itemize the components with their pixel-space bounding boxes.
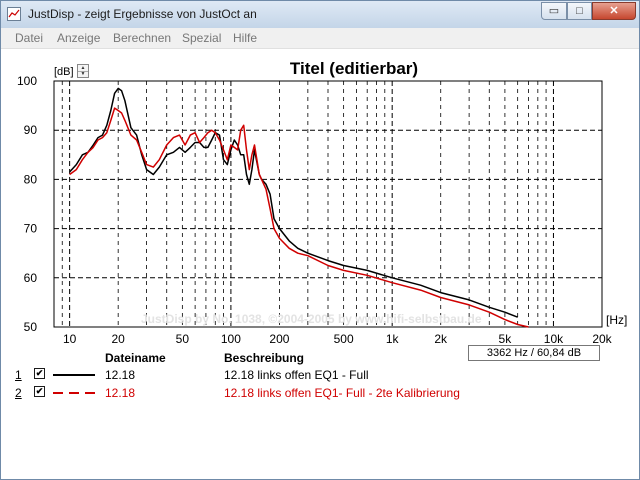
series-line-1[interactable]: [69, 87, 518, 318]
legend-row: 2 ✔ 12.18 12.18 links offen EQ1- Full - …: [1, 386, 640, 402]
legend-row-index[interactable]: 2: [15, 386, 22, 400]
frequency-response-chart[interactable]: Titel (editierbar) [dB] [Hz] JustDisp by…: [1, 49, 640, 349]
legend-filename: 12.18: [105, 386, 136, 400]
x-tick-label: 2k: [434, 332, 448, 346]
x-axis-unit-label: [Hz]: [606, 313, 627, 327]
window-title: JustDisp - zeigt Ergebnisse von JustOct …: [28, 7, 257, 21]
minimize-button[interactable]: ▭: [541, 2, 567, 20]
legend-row-index[interactable]: 1: [15, 368, 22, 382]
title-bar[interactable]: JustDisp - zeigt Ergebnisse von JustOct …: [1, 1, 639, 28]
series-visible-checkbox[interactable]: ✔: [34, 368, 45, 379]
x-tick-label: 20k: [592, 332, 612, 346]
line-style-sample[interactable]: [53, 368, 97, 380]
spinner-up-icon[interactable]: ▲: [78, 65, 88, 72]
app-chart-icon[interactable]: [7, 7, 21, 21]
y-tick-label: 70: [24, 222, 38, 236]
x-tick-label: 10k: [544, 332, 564, 346]
x-tick-label: 500: [334, 332, 354, 346]
x-tick-label: 20: [111, 332, 125, 346]
minimize-icon: ▭: [548, 5, 560, 17]
menu-anzeige[interactable]: Anzeige: [57, 31, 101, 45]
series-visible-checkbox[interactable]: ✔: [34, 386, 45, 397]
menu-berechnen[interactable]: Berechnen: [113, 31, 172, 45]
spinner-down-icon[interactable]: ▼: [80, 71, 86, 77]
y-tick-label: 80: [24, 172, 38, 186]
menu-hilfe[interactable]: Hilfe: [233, 31, 258, 45]
x-tick-label: 50: [176, 332, 190, 346]
y-tick-labels: 50 60 70 80 90 100: [17, 74, 37, 334]
maximize-icon: □: [576, 5, 583, 17]
series-layer: [69, 87, 529, 328]
x-tick-labels: 10 20 50 100 200 500 1k 2k 5k 10k 20k: [63, 332, 613, 346]
db-range-spinner[interactable]: ▲ ▼: [77, 64, 89, 78]
grid-layer: [53, 81, 603, 327]
legend-filename: 12.18: [105, 368, 136, 382]
menu-bar: Datei Anzeige Berechnen Spezial Hilfe: [1, 28, 639, 49]
close-button[interactable]: ✕: [592, 2, 636, 20]
watermark-text: JustDisp by No. 1038, ©2004-2005 by www.…: [141, 312, 482, 326]
menu-datei[interactable]: Datei: [15, 31, 44, 45]
legend-header-description: Beschreibung: [224, 351, 305, 365]
cursor-readout: 3362 Hz / 60,84 dB: [468, 345, 600, 361]
x-tick-label: 10: [63, 332, 77, 346]
menu-spezial[interactable]: Spezial: [182, 31, 222, 45]
line-style-sample[interactable]: [53, 386, 97, 398]
chart-title[interactable]: Titel (editierbar): [290, 59, 418, 78]
y-tick-label: 100: [17, 74, 37, 88]
series-line-2[interactable]: [69, 107, 529, 328]
x-tick-label: 200: [269, 332, 289, 346]
y-tick-label: 60: [24, 271, 38, 285]
y-axis-unit-label: [dB]: [54, 66, 74, 78]
legend-row: 1 ✔ 12.18 12.18 links offen EQ1 - Full: [1, 368, 640, 384]
x-tick-label: 5k: [499, 332, 513, 346]
x-tick-label: 1k: [386, 332, 400, 346]
legend-description: 12.18 links offen EQ1 - Full: [224, 368, 369, 382]
close-icon: ✕: [609, 5, 619, 17]
x-tick-label: 100: [221, 332, 241, 346]
y-tick-label: 50: [24, 320, 38, 334]
legend-description: 12.18 links offen EQ1- Full - 2te Kalibr…: [224, 386, 460, 400]
legend-header-filename: Dateiname: [105, 351, 166, 365]
y-tick-label: 90: [24, 123, 38, 137]
maximize-button[interactable]: □: [567, 2, 592, 20]
